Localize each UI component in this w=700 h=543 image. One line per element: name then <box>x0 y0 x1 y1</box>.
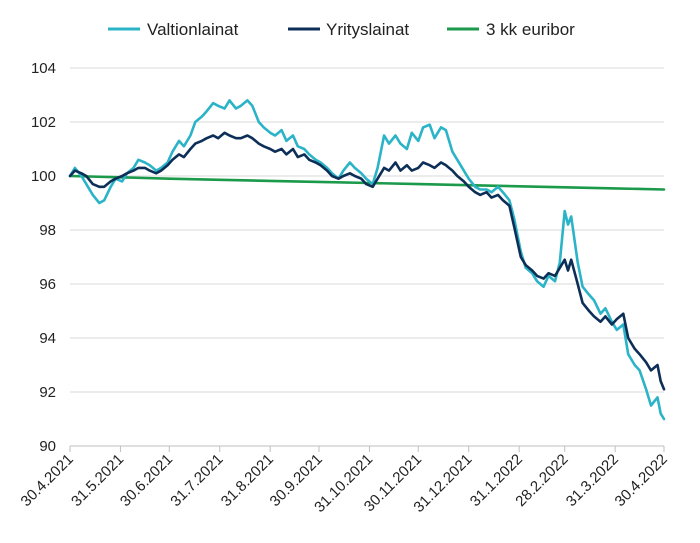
x-tick-label: 31.3.2022 <box>563 451 622 510</box>
x-tick-label: 31.8.2021 <box>218 451 277 510</box>
series-line-valtionlainat <box>68 99 666 421</box>
legend: Valtionlainat Yrityslainat 3 kk euribor <box>108 20 575 39</box>
x-tick-label: 31.5.2021 <box>68 451 127 510</box>
legend-label-3kk-euribor: 3 kk euribor <box>486 20 575 39</box>
y-tick-label: 98 <box>39 222 56 239</box>
y-axis: 90 92 94 96 98 100 102 104 <box>31 60 56 455</box>
y-tick-label: 90 <box>39 438 56 455</box>
x-tick-label: 30.4.2022 <box>612 451 671 510</box>
legend-label-yrityslainat: Yrityslainat <box>326 20 409 39</box>
y-tick-label: 92 <box>39 384 56 401</box>
legend-label-valtionlainat: Valtionlainat <box>147 20 239 39</box>
x-tick-label: 30.6.2021 <box>117 451 176 510</box>
gridlines <box>70 67 664 447</box>
x-tick-label: 31.7.2021 <box>167 451 226 510</box>
series-layer <box>68 99 666 421</box>
series-line-yrityslainat <box>68 131 666 391</box>
y-tick-label: 96 <box>39 276 56 293</box>
x-axis: 30.4.202131.5.202130.6.202131.7.202131.8… <box>18 445 671 516</box>
y-tick-label: 100 <box>31 168 56 185</box>
y-tick-label: 102 <box>31 114 56 131</box>
x-tick-label: 30.4.2021 <box>18 451 77 510</box>
y-tick-label: 94 <box>39 330 56 347</box>
y-tick-label: 104 <box>31 60 56 77</box>
